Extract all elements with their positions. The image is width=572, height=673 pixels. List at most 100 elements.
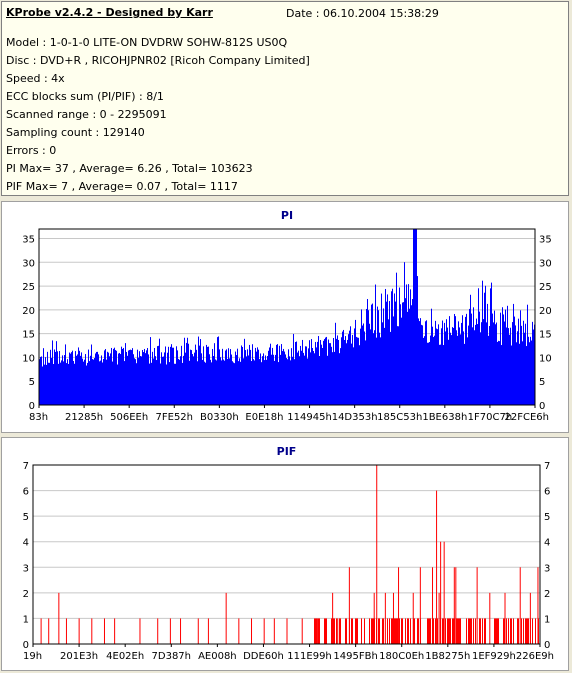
pi-bar xyxy=(60,362,61,405)
pi-bar xyxy=(390,331,391,405)
pi-bar xyxy=(368,310,369,405)
info-model: Model : 1-0-1-0 LITE-ON DVDRW SOHW-812S … xyxy=(6,36,288,49)
pi-bar xyxy=(153,358,154,405)
pi-bar xyxy=(216,360,217,405)
pi-bar xyxy=(320,340,321,405)
pi-bar xyxy=(227,359,228,405)
pif-bar xyxy=(387,618,388,644)
pi-bar xyxy=(350,326,351,405)
info-speed: Speed : 4x xyxy=(6,72,65,85)
pi-bar xyxy=(418,318,419,405)
pi-bar xyxy=(66,363,67,405)
pif-spike xyxy=(78,618,80,644)
pi-bar xyxy=(234,363,235,405)
pi-bar xyxy=(307,358,308,405)
pi-bar xyxy=(452,327,453,405)
pi-bar xyxy=(479,311,480,405)
pi-bar xyxy=(337,335,338,405)
pi-bar xyxy=(348,334,349,405)
pi-bar xyxy=(308,348,309,405)
pi-bar xyxy=(49,362,50,405)
pi-bar xyxy=(524,332,525,405)
pif-bar xyxy=(452,618,453,644)
pif-spike xyxy=(392,592,394,644)
pi-bar xyxy=(96,351,97,405)
x-tick-label: 4E02Eh xyxy=(106,651,144,662)
y-tick-label: 15 xyxy=(22,330,35,341)
pi-bar xyxy=(495,324,496,405)
pi-bar xyxy=(467,337,468,405)
pi-bar xyxy=(156,360,157,405)
pi-bar xyxy=(250,349,251,405)
pi-bar xyxy=(372,303,373,405)
pi-bar xyxy=(42,366,43,405)
pi-bar xyxy=(148,354,149,405)
y-tick-label-right: 35 xyxy=(539,235,552,246)
y-tick-label-right: 25 xyxy=(539,282,552,293)
pif-bar xyxy=(389,618,390,644)
pi-bar xyxy=(351,343,352,405)
pi-bar xyxy=(488,335,489,405)
pif-bar xyxy=(450,618,451,644)
pif-bar xyxy=(473,618,474,644)
pi-bar xyxy=(135,359,136,405)
pif-bar xyxy=(417,618,418,644)
pi-bar xyxy=(453,327,454,405)
pi-bar xyxy=(470,294,471,405)
pi-bar xyxy=(55,351,56,405)
pi-bar xyxy=(513,303,514,405)
pif-bar xyxy=(460,618,461,644)
pif-bar xyxy=(506,618,507,644)
y-tick-label: 30 xyxy=(22,258,35,269)
pif-bar xyxy=(517,618,518,644)
plot-frame xyxy=(38,228,536,406)
pi-bar xyxy=(56,341,57,405)
pi-bar xyxy=(202,359,203,405)
pi-bar xyxy=(471,313,472,405)
pi-bar xyxy=(519,343,520,405)
pi-bar xyxy=(114,347,115,405)
pi-bar xyxy=(174,363,175,405)
pi-bar xyxy=(165,346,166,405)
pif-bar xyxy=(475,618,476,644)
pif-spike xyxy=(443,541,445,644)
pi-bar xyxy=(412,299,413,405)
pi-bar xyxy=(278,362,279,405)
pi-bar xyxy=(296,341,297,405)
x-tick-label: 19h xyxy=(23,651,42,662)
pi-bar xyxy=(264,360,265,405)
pif-bar xyxy=(459,618,460,644)
pi-bar xyxy=(339,353,340,405)
pi-bar xyxy=(286,357,287,405)
pi-bar xyxy=(249,344,250,405)
pi-bar xyxy=(168,346,169,405)
pi-bar xyxy=(178,358,179,405)
pi-bar xyxy=(73,360,74,405)
y-tick-label-right: 5 xyxy=(539,377,545,388)
y-tick-label: 20 xyxy=(22,306,35,317)
y-tick-label: 0 xyxy=(23,640,29,651)
pi-bar xyxy=(140,356,141,405)
pi-bar xyxy=(133,354,134,405)
pi-bar xyxy=(489,326,490,405)
pif-bar xyxy=(402,618,403,644)
pi-bar xyxy=(358,337,359,405)
pif-spike xyxy=(286,618,288,644)
x-tick-label: B0330h xyxy=(200,412,239,423)
pi-bar xyxy=(181,345,182,405)
pi-bar xyxy=(476,318,477,405)
pi-bar xyxy=(439,344,440,405)
pif-spike xyxy=(263,618,265,644)
pi-bar xyxy=(318,336,319,405)
pif-bar xyxy=(448,618,449,644)
pif-bar xyxy=(445,618,446,644)
pi-bar xyxy=(103,359,104,405)
pi-bar xyxy=(460,334,461,405)
pi-bar xyxy=(155,356,156,405)
pif-spike xyxy=(332,592,334,644)
pi-bar xyxy=(380,337,381,405)
pi-bar xyxy=(191,350,192,405)
pif-bar xyxy=(352,618,353,644)
pi-bar xyxy=(523,320,524,405)
pi-bar xyxy=(205,362,206,405)
